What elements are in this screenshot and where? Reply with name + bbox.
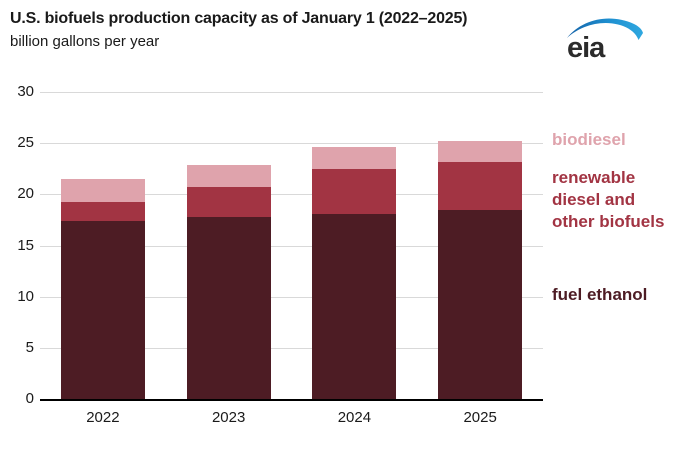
bar-segment-fuel-2025 [438,209,523,399]
y-tick-label-10: 10 [17,287,34,305]
bar-segment-fuel-2022 [60,220,145,399]
gridline-30 [40,92,543,93]
gridline-15 [40,245,543,247]
legend-label-renewable: renewable diesel and other biofuels [552,168,665,231]
y-tick-label-30: 30 [17,83,34,100]
bar-segment-biodiesel-2022 [60,179,145,202]
chart-title: U.S. biofuels production capacity as of … [10,10,468,27]
y-tick-label-0: 0 [25,390,34,407]
bar-segment-renewable-2022 [60,201,145,221]
bar-2024 [312,147,397,399]
legend-label-fuel: fuel ethanol [552,285,648,304]
bar-2025 [438,141,523,399]
bar-segment-biodiesel-2023 [186,164,271,188]
bar-segment-fuel-2024 [312,213,397,399]
gridline-5 [40,347,543,349]
y-tick-label-20: 20 [17,185,34,203]
eia-logo-text: eia [567,32,606,64]
y-tick-label-25: 25 [17,134,34,152]
bar-segment-renewable-2025 [438,161,523,210]
chart-subtitle: billion gallons per year [10,33,160,50]
plot-area [40,92,543,401]
x-tick-label-2025: 2025 [463,409,497,426]
y-tick-label-15: 15 [17,236,34,254]
x-tick-label-2024: 2024 [337,409,372,426]
bar-segment-biodiesel-2025 [438,141,523,162]
y-tick-label-5: 5 [25,338,34,356]
bar-segment-renewable-2023 [186,187,271,217]
bar-segment-biodiesel-2024 [312,147,397,169]
eia-swoosh-icon [567,18,643,40]
bar-2022 [60,179,145,399]
gridline-10 [40,296,543,298]
x-tick-label-2023: 2023 [211,409,246,426]
legend-label-biodiesel: biodiesel [552,130,626,149]
eia-logo: eia [567,18,643,64]
bar-2023 [186,164,271,399]
bar-segment-renewable-2024 [312,168,397,214]
x-tick-label-2022: 2022 [86,409,120,426]
gridline-25 [40,143,543,145]
bar-segment-fuel-2023 [186,216,271,399]
gridline-20 [40,194,543,196]
